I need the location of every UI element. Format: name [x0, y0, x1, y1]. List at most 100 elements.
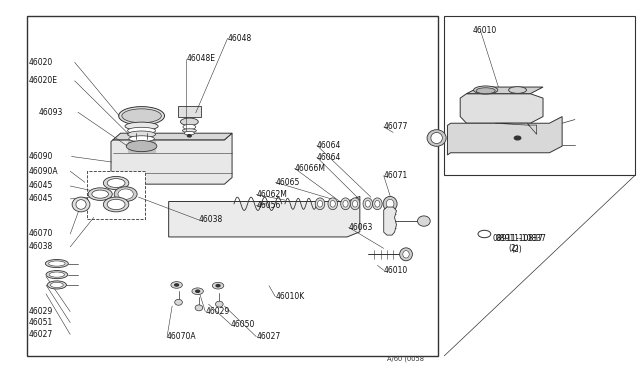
Text: 46070: 46070 — [28, 230, 52, 238]
Ellipse shape — [49, 261, 65, 266]
Text: N: N — [482, 231, 487, 237]
Text: (2): (2) — [508, 244, 519, 253]
Text: 46064: 46064 — [317, 141, 341, 150]
Bar — [178, 106, 201, 116]
Ellipse shape — [212, 282, 224, 289]
Ellipse shape — [49, 272, 65, 277]
Ellipse shape — [122, 109, 161, 123]
Ellipse shape — [403, 251, 409, 258]
Ellipse shape — [328, 198, 337, 210]
Text: 46065: 46065 — [275, 178, 300, 187]
Circle shape — [515, 136, 521, 140]
Ellipse shape — [317, 201, 323, 207]
Text: 46090: 46090 — [28, 152, 52, 161]
Ellipse shape — [46, 270, 68, 279]
Circle shape — [175, 284, 179, 286]
Bar — [27, 16, 438, 356]
Polygon shape — [495, 123, 537, 134]
Polygon shape — [447, 116, 562, 155]
Ellipse shape — [375, 201, 380, 207]
Polygon shape — [113, 133, 232, 140]
Text: 46045: 46045 — [28, 182, 52, 190]
Text: 46064: 46064 — [317, 153, 341, 162]
Text: 46050: 46050 — [231, 320, 255, 329]
Ellipse shape — [127, 127, 156, 134]
Text: 46056: 46056 — [256, 201, 281, 210]
Ellipse shape — [353, 201, 358, 207]
Ellipse shape — [350, 198, 360, 210]
Polygon shape — [228, 127, 396, 249]
Ellipse shape — [175, 299, 182, 305]
Ellipse shape — [118, 189, 133, 199]
Ellipse shape — [387, 199, 394, 208]
Ellipse shape — [183, 124, 196, 129]
Ellipse shape — [103, 176, 129, 190]
Ellipse shape — [365, 201, 371, 207]
Ellipse shape — [216, 301, 223, 307]
Text: 46029: 46029 — [205, 307, 230, 316]
Ellipse shape — [107, 179, 125, 187]
Bar — [88, 171, 145, 219]
Polygon shape — [467, 87, 543, 94]
Text: 08911-10837: 08911-10837 — [495, 234, 546, 243]
Circle shape — [478, 230, 491, 238]
Ellipse shape — [103, 197, 129, 212]
Ellipse shape — [427, 130, 446, 146]
Ellipse shape — [51, 282, 63, 288]
Text: 46029: 46029 — [28, 307, 52, 316]
Ellipse shape — [92, 190, 108, 198]
Text: 46071: 46071 — [384, 171, 408, 180]
Ellipse shape — [72, 197, 90, 212]
Ellipse shape — [47, 281, 67, 289]
Ellipse shape — [195, 305, 203, 311]
Ellipse shape — [129, 136, 154, 142]
Ellipse shape — [126, 141, 157, 152]
Ellipse shape — [88, 188, 112, 201]
Text: 46027: 46027 — [256, 332, 280, 341]
Ellipse shape — [363, 198, 372, 210]
Text: 46063: 46063 — [349, 223, 373, 232]
Ellipse shape — [340, 198, 350, 210]
Circle shape — [188, 135, 191, 137]
Ellipse shape — [343, 201, 348, 207]
Ellipse shape — [182, 129, 196, 132]
Text: 46045: 46045 — [28, 195, 52, 203]
Polygon shape — [384, 207, 396, 235]
Circle shape — [216, 285, 220, 287]
Ellipse shape — [192, 288, 204, 295]
Text: 08911-10837: 08911-10837 — [492, 234, 543, 243]
Text: 46027: 46027 — [28, 330, 52, 339]
Text: 46020: 46020 — [28, 58, 52, 67]
Text: 46093: 46093 — [38, 108, 63, 117]
Ellipse shape — [107, 199, 125, 210]
Text: 46051: 46051 — [28, 318, 52, 327]
Text: 46038: 46038 — [199, 215, 223, 224]
Text: 46010K: 46010K — [275, 292, 305, 301]
Text: 46070A: 46070A — [167, 332, 196, 341]
Ellipse shape — [474, 86, 498, 94]
Ellipse shape — [171, 282, 182, 288]
Polygon shape — [111, 133, 232, 186]
Ellipse shape — [45, 260, 68, 267]
Ellipse shape — [76, 200, 86, 209]
Text: 46062M: 46062M — [256, 190, 287, 199]
Text: 46090A: 46090A — [28, 167, 58, 176]
Text: 46048: 46048 — [228, 34, 252, 43]
Text: 46048E: 46048E — [186, 54, 215, 63]
Polygon shape — [460, 94, 543, 123]
Text: 46010: 46010 — [384, 266, 408, 275]
Circle shape — [196, 290, 200, 292]
Ellipse shape — [125, 122, 158, 130]
Ellipse shape — [383, 196, 397, 211]
Text: A/60 (0058: A/60 (0058 — [387, 356, 424, 362]
Ellipse shape — [184, 131, 195, 135]
Ellipse shape — [180, 118, 198, 125]
Ellipse shape — [118, 107, 164, 125]
Ellipse shape — [509, 87, 527, 93]
Ellipse shape — [399, 248, 412, 261]
Ellipse shape — [114, 187, 137, 202]
Ellipse shape — [127, 131, 156, 138]
Ellipse shape — [417, 216, 430, 226]
Text: 46066M: 46066M — [294, 164, 326, 173]
Text: 46077: 46077 — [384, 122, 408, 131]
